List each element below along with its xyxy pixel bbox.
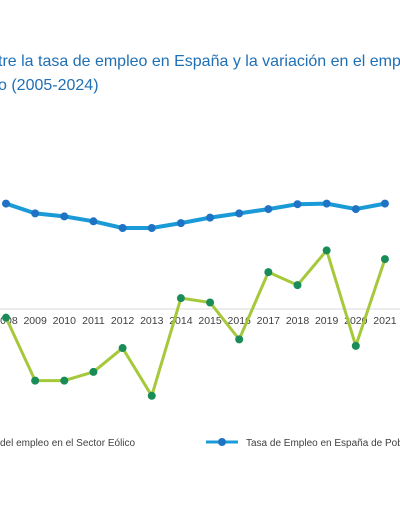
legend-item-eolico: del empleo en el Sector Eólico xyxy=(0,438,136,449)
chart-title-line-1: tre la tasa de empleo en España y la var… xyxy=(0,53,400,70)
x-tick-2015: 2015 xyxy=(198,315,222,327)
point-series1-2017 xyxy=(264,205,273,214)
point-series0-2018 xyxy=(293,281,302,290)
point-series0-2013 xyxy=(147,391,156,400)
point-series0-2012 xyxy=(118,344,127,353)
point-series1-2015 xyxy=(206,213,215,222)
point-series1-2013 xyxy=(147,224,156,232)
point-series0-2011 xyxy=(89,367,98,376)
x-tick-2018: 2018 xyxy=(286,315,310,327)
point-series0-2009 xyxy=(31,376,40,385)
x-tick-2019: 2019 xyxy=(315,315,339,327)
series-layer xyxy=(2,199,389,400)
point-series0-2021 xyxy=(380,255,389,264)
point-series1-2016 xyxy=(235,209,244,218)
point-series1-2011 xyxy=(89,217,98,226)
legend-marker-tasa-empleo xyxy=(218,438,226,446)
x-axis-ticks: 2008200920102011201220132014201520162017… xyxy=(0,315,397,327)
chart-title-line-2: o (2005-2024) xyxy=(0,77,99,94)
point-series0-2020 xyxy=(351,341,360,350)
x-tick-2017: 2017 xyxy=(257,315,281,327)
point-series1-2021 xyxy=(380,199,389,208)
point-series1-2012 xyxy=(118,224,127,232)
plot-area: 2008200920102011201220132014201520162017… xyxy=(0,199,400,400)
x-tick-2011: 2011 xyxy=(82,315,105,327)
point-series1-2010 xyxy=(60,212,69,221)
legend: del empleo en el Sector Eólico Tasa de E… xyxy=(0,438,400,449)
point-series0-2015 xyxy=(206,298,215,307)
point-series1-2018 xyxy=(293,200,302,209)
legend-label-eolico: del empleo en el Sector Eólico xyxy=(0,438,136,449)
point-series0-2010 xyxy=(60,376,69,385)
point-series0-2016 xyxy=(235,335,244,344)
legend-item-tasa-empleo: Tasa de Empleo en España de Pobl xyxy=(206,438,400,449)
point-series0-2014 xyxy=(176,294,185,303)
point-series1-2020 xyxy=(351,205,360,214)
point-series1-2009 xyxy=(31,209,40,218)
series-line-1 xyxy=(5,201,386,230)
point-series1-2008 xyxy=(2,199,10,208)
point-series1-2014 xyxy=(176,219,185,228)
point-series0-2017 xyxy=(264,268,273,277)
point-series0-2008 xyxy=(2,313,10,322)
x-tick-2009: 2009 xyxy=(23,315,47,327)
series-line-0 xyxy=(4,248,387,398)
point-series1-2019 xyxy=(322,199,331,208)
x-tick-2012: 2012 xyxy=(111,315,135,327)
point-series0-2019 xyxy=(322,246,331,255)
x-tick-2021: 2021 xyxy=(373,315,397,327)
legend-label-tasa-empleo: Tasa de Empleo en España de Pobl xyxy=(246,438,400,449)
x-tick-2013: 2013 xyxy=(140,315,164,327)
x-tick-2010: 2010 xyxy=(53,315,77,327)
